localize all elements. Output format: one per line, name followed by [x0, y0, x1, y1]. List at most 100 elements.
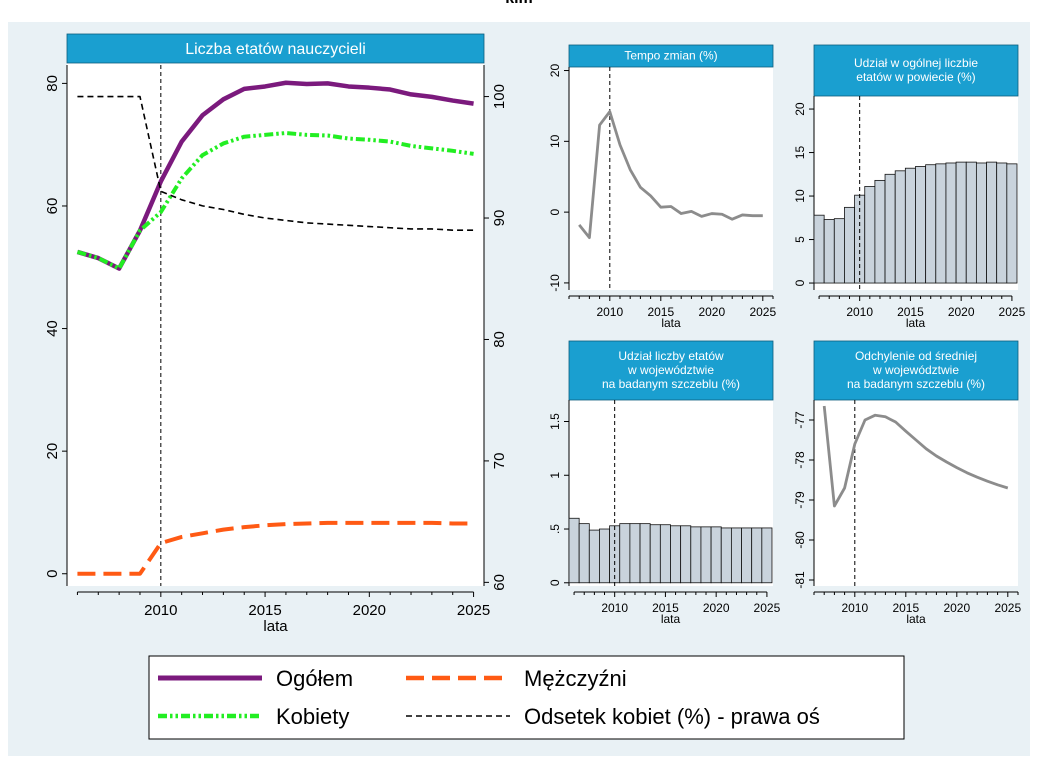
- title-bar: [813, 44, 1019, 97]
- x-tick-label: 2010: [601, 601, 628, 615]
- legend-label: Odsetek kobiet (%) - prawa oś: [524, 704, 820, 729]
- chart-title-line: Udział liczby etatów: [618, 349, 724, 363]
- x-tick-label: 2010: [144, 602, 177, 619]
- bar: [761, 527, 773, 584]
- y-tick-label: 10: [548, 134, 562, 148]
- bar: [925, 164, 937, 284]
- bar: [741, 527, 753, 584]
- y-tick-label: 0: [548, 579, 562, 586]
- bar: [659, 524, 671, 584]
- x-tick-label: 2020: [943, 601, 970, 615]
- y-tick-label: 15: [793, 146, 807, 160]
- legend-label: Mężczyźni: [524, 666, 627, 691]
- y-tick-label: -10: [548, 274, 562, 292]
- bar: [884, 173, 896, 284]
- title-bar: [568, 44, 774, 68]
- bar: [1006, 163, 1018, 284]
- chart-title-line: Udział w ogólnej liczbie: [854, 56, 978, 70]
- x-tick-label: 2025: [999, 305, 1026, 319]
- bar: [710, 526, 722, 584]
- plot-area: [569, 45, 773, 290]
- bar: [975, 162, 987, 284]
- x-axis-label: lata: [906, 316, 926, 330]
- bar: [955, 161, 967, 284]
- y-tick-label: 10: [793, 189, 807, 203]
- chart-title-line: na badanym szczeblu (%): [602, 377, 740, 391]
- bar: [670, 525, 682, 584]
- chart-title-line: w województwie: [627, 363, 714, 377]
- bar: [945, 162, 957, 284]
- y2-tick-label: 80: [491, 331, 508, 348]
- series-line: [578, 110, 763, 240]
- y-tick-label: 80: [44, 75, 61, 92]
- x-tick-label: 2015: [892, 601, 919, 615]
- x-tick-label: 2025: [994, 601, 1021, 615]
- figure-title: kim: [0, 0, 1038, 8]
- legend-box: [148, 655, 905, 740]
- bar: [629, 523, 641, 584]
- x-tick-label: 2015: [652, 601, 679, 615]
- y-tick-label: 20: [793, 102, 807, 116]
- title-bar: [813, 340, 1019, 401]
- x-tick-label: 2010: [596, 305, 623, 319]
- bar: [751, 527, 763, 584]
- y-tick-label: 0: [548, 208, 562, 215]
- chart-main: Liczba etatów nauczycieli 0 20 40 60 80 60 70 80…: [44, 33, 508, 635]
- series-line: [76, 131, 474, 271]
- y-tick-label: 1: [548, 472, 562, 479]
- x-tick-label: 2010: [846, 305, 873, 319]
- bar: [619, 523, 631, 584]
- chart-title-line: na badanym szczeblu (%): [847, 377, 985, 391]
- y-tick-label: -77: [793, 411, 807, 429]
- title-bar: [66, 33, 485, 64]
- title-bar: [568, 340, 774, 401]
- bar: [690, 526, 702, 584]
- x-axis-label: lata: [263, 618, 288, 635]
- x-axis-label: lata: [661, 612, 681, 626]
- series-line: [822, 405, 1009, 508]
- bar: [730, 527, 742, 584]
- x-tick-label: 2025: [749, 305, 776, 319]
- bar: [904, 167, 916, 284]
- bar: [649, 524, 661, 584]
- chart-title-line: Liczba etatów nauczycieli: [185, 41, 366, 58]
- bar: [874, 179, 886, 284]
- bar: [568, 517, 580, 584]
- x-tick-label: 2025: [754, 601, 781, 615]
- bar: [986, 161, 998, 284]
- chart-title-line: Tempo zmian (%): [624, 49, 717, 63]
- series-line: [77, 95, 474, 231]
- y-tick-label: 5: [793, 236, 807, 243]
- y-tick-label: 20: [44, 443, 61, 460]
- legend: Ogółem Mężczyźni Kobiety Odsetek kobiet (%)…: [148, 655, 905, 740]
- y-tick-label: 1.5: [548, 413, 562, 430]
- bar: [864, 186, 876, 284]
- bar: [965, 161, 977, 284]
- bar: [935, 163, 947, 284]
- bar: [813, 214, 825, 284]
- bar: [700, 526, 712, 584]
- y-tick-label: 60: [44, 198, 61, 215]
- chart-title-line: Odchylenie od średniej: [855, 349, 977, 363]
- y-tick-label: -81: [793, 571, 807, 589]
- y-tick-label: .5: [548, 524, 562, 534]
- bar: [894, 170, 906, 284]
- y-tick-label: 20: [548, 64, 562, 78]
- bar: [599, 528, 610, 584]
- y-tick-label: 40: [44, 320, 61, 337]
- chart-tempo: Tempo zmian (%) -10 0 10 20 2010 2015 2020 2025 l…: [548, 44, 776, 330]
- bar: [720, 527, 732, 584]
- x-tick-label: 2015: [248, 602, 281, 619]
- x-axis-label: lata: [661, 316, 681, 330]
- x-tick-label: 2020: [948, 305, 975, 319]
- series-line: [76, 80, 474, 271]
- legend-label: Ogółem: [276, 666, 353, 691]
- x-tick-label: 2020: [353, 602, 386, 619]
- bar: [996, 162, 1008, 284]
- y-tick-label: 0: [44, 570, 61, 578]
- plot-area: [67, 34, 484, 586]
